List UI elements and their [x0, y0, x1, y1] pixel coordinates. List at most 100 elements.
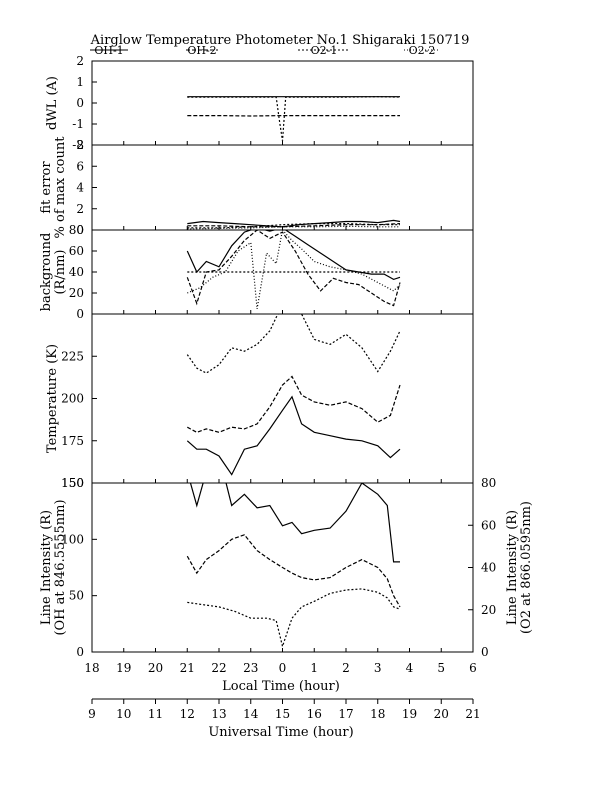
- y-right-tick-label: 40: [481, 561, 496, 575]
- y-tick-label: 2: [76, 202, 84, 216]
- y-axis-label: Temperature (K): [45, 344, 60, 453]
- series-group: [187, 219, 401, 230]
- ut-tick-label: 9: [88, 707, 96, 721]
- y-tick-label: 0: [76, 223, 84, 237]
- y-tick-label: -2: [72, 138, 84, 152]
- y-axis-label-2: % of max count: [53, 136, 68, 239]
- y-tick-label: 100: [61, 532, 84, 546]
- y-tick-label: 8: [76, 138, 84, 152]
- panels: -2 -1 0 1 2 dWL (A) 0 2 4 6 8 fit error% of max cou…: [39, 54, 534, 659]
- y-tick-label: 60: [69, 244, 84, 258]
- y-axis-label: Line Intensity (R): [39, 510, 54, 625]
- y-tick-label: 175: [61, 434, 84, 448]
- y-tick-label: 2: [76, 54, 84, 68]
- series-group: [186, 483, 401, 649]
- legend-label-oh-2: OH-2: [187, 44, 216, 57]
- y-right-tick-label: 20: [481, 603, 496, 617]
- series-line-oh-2: [187, 375, 401, 433]
- local-tick-label: 18: [84, 661, 99, 675]
- panel-0: -2 -1 0 1 2 dWL (A): [45, 54, 474, 152]
- series-line-oh-2: [186, 230, 401, 307]
- ut-tick-label: 14: [243, 707, 259, 721]
- y-axis-label: background: [39, 233, 54, 312]
- local-time-label: Local Time (hour): [222, 679, 340, 694]
- y-tick-label: 4: [76, 181, 84, 195]
- y-tick-label: 50: [69, 589, 84, 603]
- y-tick-label: 0: [76, 307, 84, 321]
- y-tick-label: 200: [61, 392, 84, 406]
- local-tick-label: 6: [469, 661, 477, 675]
- local-tick-label: 21: [180, 661, 195, 675]
- ut-tick-label: 21: [465, 707, 480, 721]
- ut-tick-label: 16: [307, 707, 322, 721]
- ut-tick-label: 19: [402, 707, 417, 721]
- local-tick-label: 22: [211, 661, 226, 675]
- ut-tick-label: 17: [338, 707, 353, 721]
- y-tick-label: 0: [76, 96, 84, 110]
- chart-title: Airglow Temperature Photometer No.1 Shig…: [90, 33, 470, 48]
- local-tick-label: 20: [148, 661, 163, 675]
- series-line-o2-1: [186, 314, 401, 374]
- panel-frame: [91, 229, 474, 315]
- local-tick-label: 3: [374, 661, 382, 675]
- y-axis-label: fit error: [39, 161, 54, 214]
- series-line-o2-2: [187, 225, 400, 230]
- y-tick-label: 0: [76, 645, 84, 659]
- series-line-oh-1: [189, 483, 400, 563]
- series-line-o2-1: [187, 588, 401, 649]
- series-line-oh-1: [186, 395, 401, 476]
- local-tick-label: 2: [342, 661, 350, 675]
- universal-time-axis: 9 10 11 12 13 14 15 16 17 18 19 20 21: [88, 698, 481, 721]
- series-line-oh-1: [186, 230, 401, 281]
- local-tick-label: 23: [243, 661, 258, 675]
- panel-1: 0 2 4 6 8 fit error% of max count: [39, 136, 474, 239]
- series-group: [186, 314, 401, 476]
- y-right-axis-label: Line Intensity (R): [505, 510, 520, 625]
- ut-tick-label: 18: [370, 707, 385, 721]
- local-tick-label: 4: [406, 661, 414, 675]
- series-line-oh-2: [186, 534, 401, 608]
- y-tick-label: 6: [76, 159, 84, 173]
- y-axis-label-2: (R/nm): [53, 249, 68, 294]
- legend-label-o2-2: O2-2: [409, 44, 436, 57]
- y-tick-label: 225: [61, 349, 84, 363]
- legend-label-oh-1: OH-1: [94, 44, 123, 57]
- universal-time-label: Universal Time (hour): [208, 725, 353, 740]
- series-line-oh-1: [187, 219, 401, 228]
- y-right-tick-label: 60: [481, 518, 496, 532]
- legend-label-o2-1: O2-1: [311, 44, 338, 57]
- panel-frame: [91, 60, 474, 146]
- ut-tick-label: 20: [434, 707, 449, 721]
- series-group: [186, 230, 401, 309]
- y-tick-label: -1: [72, 117, 84, 131]
- y-right-tick-label: 80: [481, 476, 496, 490]
- series-line-o2-1: [187, 223, 400, 229]
- panel-2: 0 20 40 60 80 background (R/nm): [39, 223, 474, 321]
- y-tick-label: 40: [69, 265, 84, 279]
- y-axis-label: dWL (A): [45, 76, 60, 130]
- series-group: [187, 96, 401, 141]
- local-tick-label: 19: [116, 661, 131, 675]
- y-axis-label-2: (OH at 846.5555nm): [53, 499, 68, 635]
- legend: OH-1 OH-2 O2-1 O2-2: [90, 44, 440, 57]
- y-tick-label: 80: [69, 223, 84, 237]
- ut-tick-label: 12: [180, 707, 195, 721]
- local-time-axis: 18 19 20 21 22 23 0 1 2 3 4 5 6: [84, 661, 476, 675]
- panel-frame: [91, 144, 474, 231]
- y-tick-label: 20: [69, 286, 84, 300]
- ut-tick-label: 10: [116, 707, 131, 721]
- y-right-axis-label-2: (O2 at 866.0595nm): [519, 501, 534, 634]
- panel-frame: [91, 313, 474, 484]
- local-tick-label: 1: [310, 661, 318, 675]
- local-tick-label: 5: [437, 661, 445, 675]
- local-tick-label: 0: [279, 661, 287, 675]
- ut-tick-label: 15: [275, 707, 290, 721]
- ut-tick-label: 13: [211, 707, 226, 721]
- y-tick-label: 150: [61, 476, 84, 490]
- y-right-tick-label: 0: [481, 645, 489, 659]
- series-line-o2-1: [187, 96, 401, 141]
- y-tick-label: 1: [76, 75, 84, 89]
